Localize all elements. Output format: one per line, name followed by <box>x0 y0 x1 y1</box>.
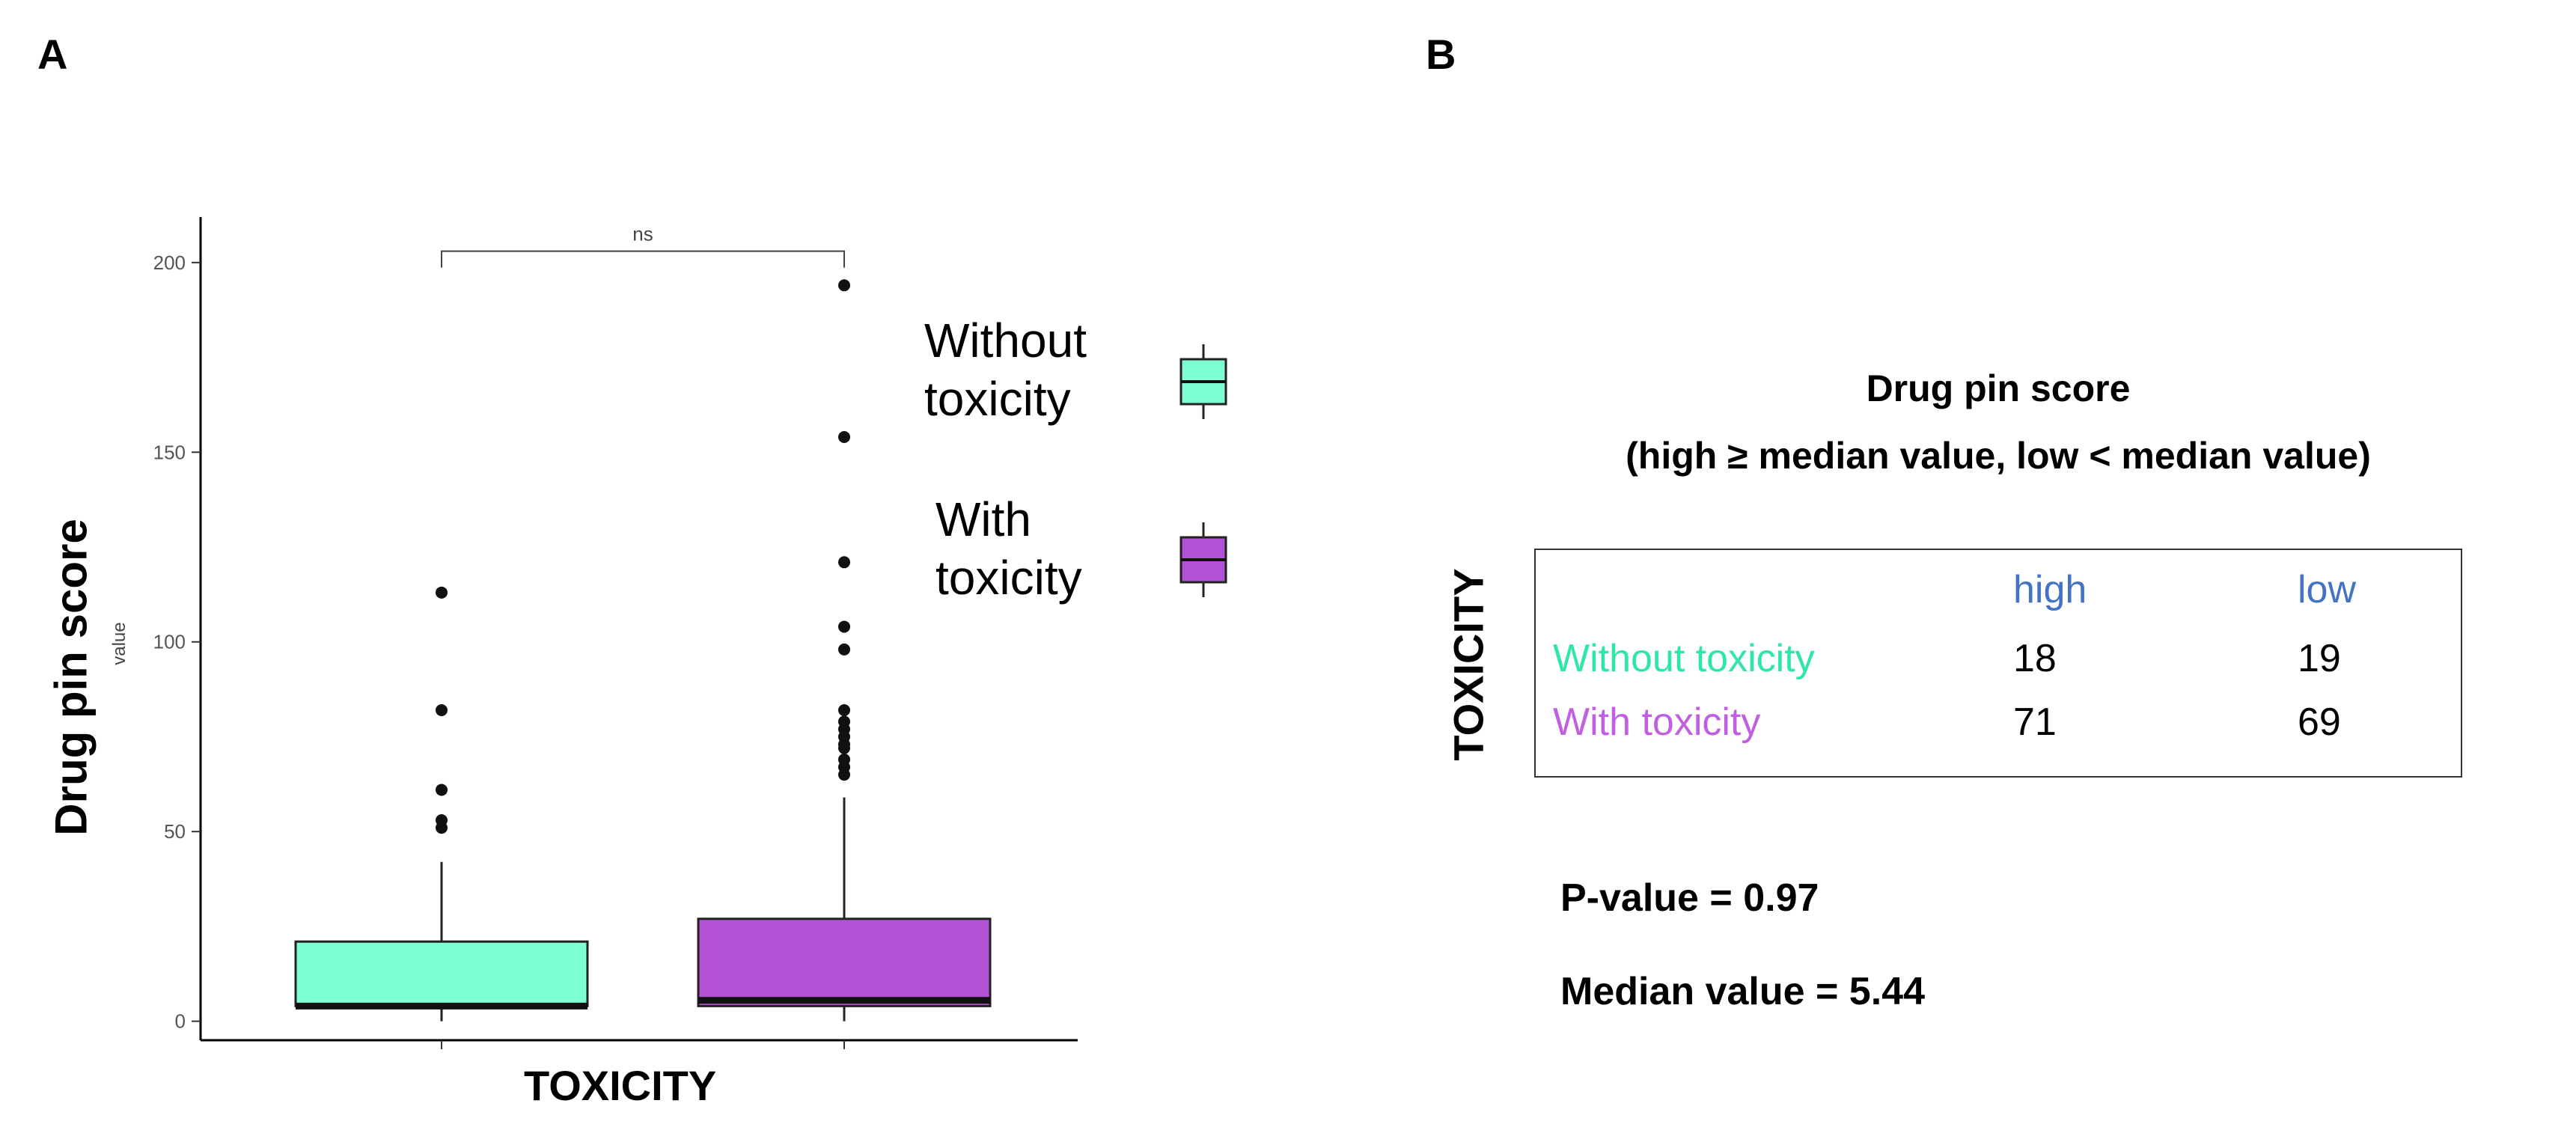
table-row-axis-title: TOXICITY <box>1444 568 1492 761</box>
panel-label-b: B <box>1426 31 1456 78</box>
y-tick-label: 0 <box>175 1010 186 1033</box>
y-axis-subtitle: value <box>109 622 129 665</box>
outlier-point-with-toxicity <box>838 431 850 444</box>
outlier-point-with-toxicity <box>838 279 850 292</box>
cell-without-high: 18 <box>2013 637 2057 680</box>
outlier-point-with-toxicity <box>838 769 850 781</box>
cell-with-low: 69 <box>2298 700 2341 744</box>
y-tick-label: 200 <box>153 251 186 274</box>
outlier-point-with-toxicity <box>838 556 850 569</box>
significance-bracket <box>441 250 845 268</box>
y-tick-label: 150 <box>153 441 186 463</box>
row-label-without-toxicity: Without toxicity <box>1553 637 1815 680</box>
box-with-toxicity <box>697 917 992 1007</box>
outlier-point-with-toxicity <box>838 703 850 716</box>
box-without-toxicity <box>294 940 589 1007</box>
cell-without-low: 19 <box>2298 637 2341 680</box>
outlier-point-without-toxicity <box>436 822 448 834</box>
box-plot-chart: 0 50 100 150 200 ns <box>153 217 1227 1049</box>
contingency-table <box>1534 549 2462 778</box>
outlier-point-without-toxicity <box>436 784 448 796</box>
median-value-text: Median value = 5.44 <box>1560 970 1926 1013</box>
y-tick-label: 100 <box>153 631 186 653</box>
table-title-line1: Drug pin score <box>1866 367 2131 409</box>
outlier-point-without-toxicity <box>436 586 448 599</box>
outlier-point-without-toxicity <box>436 703 448 716</box>
outlier-point-with-toxicity <box>838 620 850 633</box>
outlier-point-with-toxicity <box>838 643 850 656</box>
p-value-text: P-value = 0.97 <box>1560 876 1819 920</box>
outlier-point-with-toxicity <box>838 742 850 754</box>
panel-label-a: A <box>37 31 68 78</box>
table-title-line2: (high ≥ median value, low < median value… <box>1626 435 2371 477</box>
row-label-with-toxicity: With toxicity <box>1553 700 1761 744</box>
col-header-low: low <box>2298 568 2357 611</box>
legend-label-without-toxicity: Without toxicity <box>924 314 1087 426</box>
x-axis-title: TOXICITY <box>524 1062 717 1109</box>
y-axis-title: Drug pin score <box>46 519 97 836</box>
legend-label-with-toxicity: With toxicity <box>936 492 1082 605</box>
col-header-high: high <box>2013 568 2087 611</box>
significance-label: ns <box>632 223 653 245</box>
cell-with-high: 71 <box>2013 700 2057 744</box>
y-tick-label: 50 <box>164 820 186 843</box>
